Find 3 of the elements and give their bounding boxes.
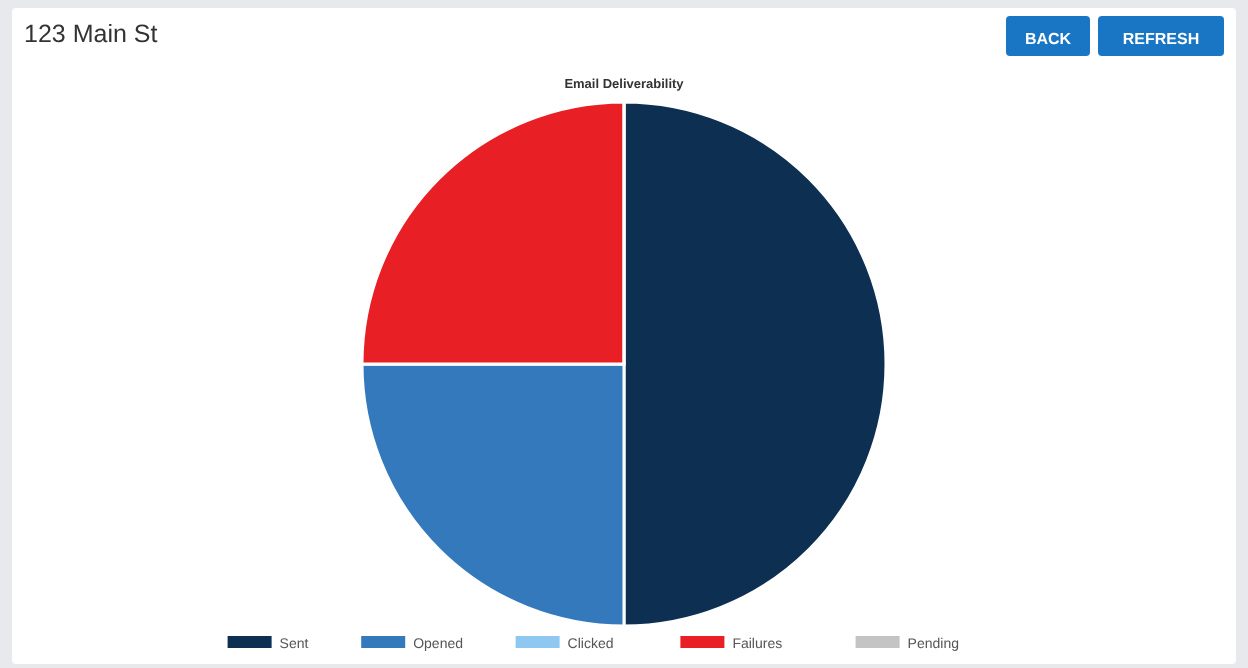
button: BACK xyxy=(1006,16,1090,56)
button: REFRESH xyxy=(1098,16,1224,56)
text: 123 Main St xyxy=(24,20,159,48)
